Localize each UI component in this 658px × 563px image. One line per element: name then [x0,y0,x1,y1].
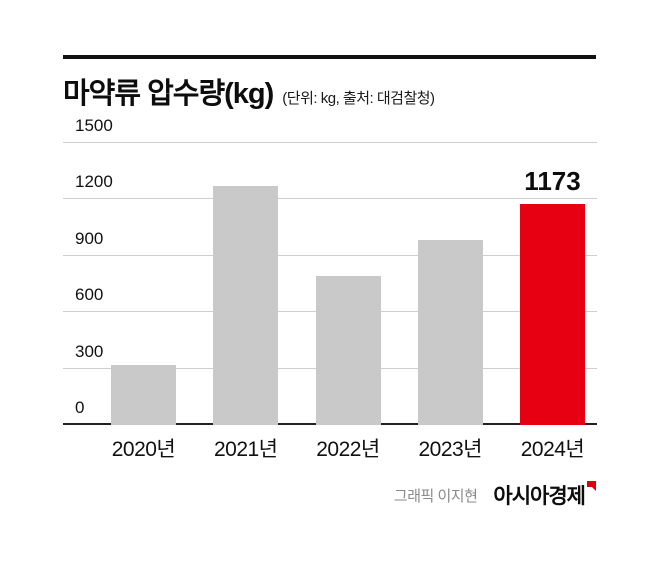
bar-slot-2020년 [111,143,176,425]
bar-slot-2021년 [213,143,279,425]
plot-area: 1500 1200 900 600 300 0 1173 [63,116,597,425]
brand-logo: 아시아경제 [493,480,596,510]
footer: 그래픽 이지현 아시아경제 [394,480,596,510]
bars-group: 1173 [111,143,585,425]
x-label-2020년: 2020년 [111,438,176,461]
gridline-900 [63,254,597,256]
y-tick-label-600: 600 [75,285,104,305]
y-tick-label-0: 0 [75,398,85,417]
value-label-2024년: 1173 [524,166,581,197]
y-tick-label-900: 900 [75,228,104,248]
x-label-2024년: 2024년 [520,438,585,461]
bar-2024년 [520,204,585,425]
bar-2023년 [417,239,483,425]
brand-flag-icon [587,481,596,491]
bar-slot-2023년 [417,143,483,425]
bar-2020년 [111,364,176,425]
gridline-1200 [63,198,597,200]
brand-name: 아시아경제 [493,485,586,508]
x-label-2021년: 2021년 [213,438,278,461]
gridline-1500 [63,142,597,143]
graphic-credit: 그래픽 이지현 [393,487,478,505]
x-label-2023년: 2023년 [418,438,483,461]
y-tick-label-1200: 1200 [75,172,113,192]
x-axis-labels: 2020년 2021년 2022년 2023년 2024년 [63,433,597,463]
y-tick-label-300: 300 [75,341,104,361]
top-divider [63,55,596,59]
chart-unit-source-note: (단위: kg, 출처: 대검찰청) [282,90,435,107]
y-tick-label-1500: 1500 [75,116,113,135]
chart-title: 마약류 압수량(kg) [63,78,274,110]
chart-header: 마약류 압수량(kg) (단위: kg, 출처: 대검찰청) [63,70,596,112]
bar-slot-2022년 [315,143,381,425]
bar-slot-2024년: 1173 [520,143,585,425]
bar-2021년 [213,186,279,425]
bar-2022년 [315,275,381,425]
x-label-2022년: 2022년 [316,438,380,461]
